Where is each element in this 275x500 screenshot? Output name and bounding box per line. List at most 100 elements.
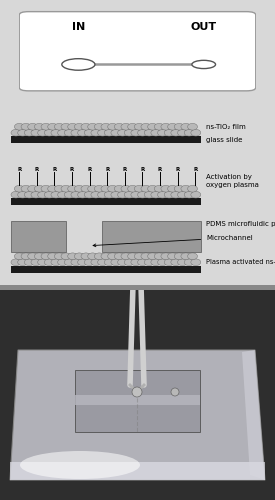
Circle shape: [98, 259, 108, 266]
Text: R: R: [158, 166, 162, 172]
Circle shape: [68, 253, 78, 260]
Circle shape: [64, 192, 74, 198]
Circle shape: [54, 124, 64, 130]
Bar: [75, 395, 200, 405]
Circle shape: [108, 253, 117, 260]
Circle shape: [74, 124, 84, 130]
Circle shape: [131, 259, 141, 266]
Polygon shape: [242, 350, 265, 480]
Circle shape: [88, 124, 98, 130]
Circle shape: [121, 186, 131, 192]
Circle shape: [98, 192, 108, 198]
Circle shape: [167, 253, 177, 260]
Circle shape: [21, 186, 31, 192]
Circle shape: [91, 192, 101, 198]
Circle shape: [81, 124, 91, 130]
Circle shape: [101, 186, 111, 192]
Circle shape: [161, 186, 171, 192]
Circle shape: [74, 186, 84, 192]
Circle shape: [24, 130, 34, 136]
Circle shape: [134, 253, 144, 260]
Circle shape: [114, 253, 124, 260]
Circle shape: [108, 124, 117, 130]
Circle shape: [64, 130, 74, 136]
Circle shape: [11, 259, 21, 266]
Circle shape: [61, 253, 71, 260]
Text: R: R: [17, 166, 21, 172]
Text: R: R: [140, 166, 145, 172]
Text: Activation by
oxygen plasma: Activation by oxygen plasma: [206, 174, 259, 188]
Circle shape: [94, 253, 104, 260]
Circle shape: [114, 186, 124, 192]
Circle shape: [158, 259, 167, 266]
Circle shape: [78, 259, 87, 266]
Circle shape: [174, 253, 184, 260]
Text: R: R: [70, 166, 74, 172]
Circle shape: [41, 186, 51, 192]
Text: glass slide: glass slide: [206, 137, 243, 143]
Circle shape: [31, 259, 41, 266]
Circle shape: [138, 259, 147, 266]
Circle shape: [118, 192, 128, 198]
Circle shape: [71, 130, 81, 136]
Circle shape: [51, 192, 61, 198]
Circle shape: [174, 124, 184, 130]
Circle shape: [104, 130, 114, 136]
Circle shape: [54, 186, 64, 192]
Circle shape: [91, 259, 101, 266]
Circle shape: [178, 130, 188, 136]
Circle shape: [104, 192, 114, 198]
Text: OUT: OUT: [191, 22, 217, 32]
Circle shape: [24, 192, 34, 198]
Circle shape: [188, 186, 197, 192]
Circle shape: [108, 186, 117, 192]
Circle shape: [128, 124, 138, 130]
Circle shape: [191, 130, 201, 136]
Circle shape: [31, 192, 41, 198]
Circle shape: [78, 192, 87, 198]
Circle shape: [148, 124, 158, 130]
Circle shape: [41, 253, 51, 260]
Circle shape: [11, 130, 21, 136]
Circle shape: [154, 253, 164, 260]
Circle shape: [178, 259, 188, 266]
Circle shape: [128, 253, 138, 260]
Text: Plasma activated ns-TiO₂: Plasma activated ns-TiO₂: [206, 260, 275, 266]
Circle shape: [81, 253, 91, 260]
Circle shape: [38, 259, 48, 266]
Circle shape: [58, 259, 68, 266]
Circle shape: [148, 253, 158, 260]
Text: R: R: [87, 166, 92, 172]
Circle shape: [134, 186, 144, 192]
Circle shape: [144, 192, 154, 198]
Circle shape: [121, 253, 131, 260]
Circle shape: [132, 387, 142, 397]
Circle shape: [88, 253, 98, 260]
Circle shape: [48, 124, 57, 130]
Circle shape: [51, 259, 61, 266]
Circle shape: [111, 259, 121, 266]
Circle shape: [151, 259, 161, 266]
Circle shape: [78, 130, 87, 136]
Circle shape: [28, 124, 38, 130]
Circle shape: [74, 253, 84, 260]
Circle shape: [138, 192, 147, 198]
Circle shape: [192, 60, 216, 68]
Circle shape: [34, 253, 44, 260]
Text: R: R: [193, 166, 197, 172]
Circle shape: [84, 259, 94, 266]
Circle shape: [44, 130, 54, 136]
Circle shape: [31, 130, 41, 136]
Circle shape: [61, 124, 71, 130]
Circle shape: [58, 192, 68, 198]
Circle shape: [154, 186, 164, 192]
Ellipse shape: [20, 451, 140, 479]
Circle shape: [141, 124, 151, 130]
Circle shape: [24, 259, 34, 266]
Circle shape: [111, 192, 121, 198]
Circle shape: [104, 259, 114, 266]
Circle shape: [118, 259, 128, 266]
Bar: [0, 285, 275, 290]
Circle shape: [68, 186, 78, 192]
Text: ns-TiO₂ film: ns-TiO₂ film: [206, 124, 246, 130]
